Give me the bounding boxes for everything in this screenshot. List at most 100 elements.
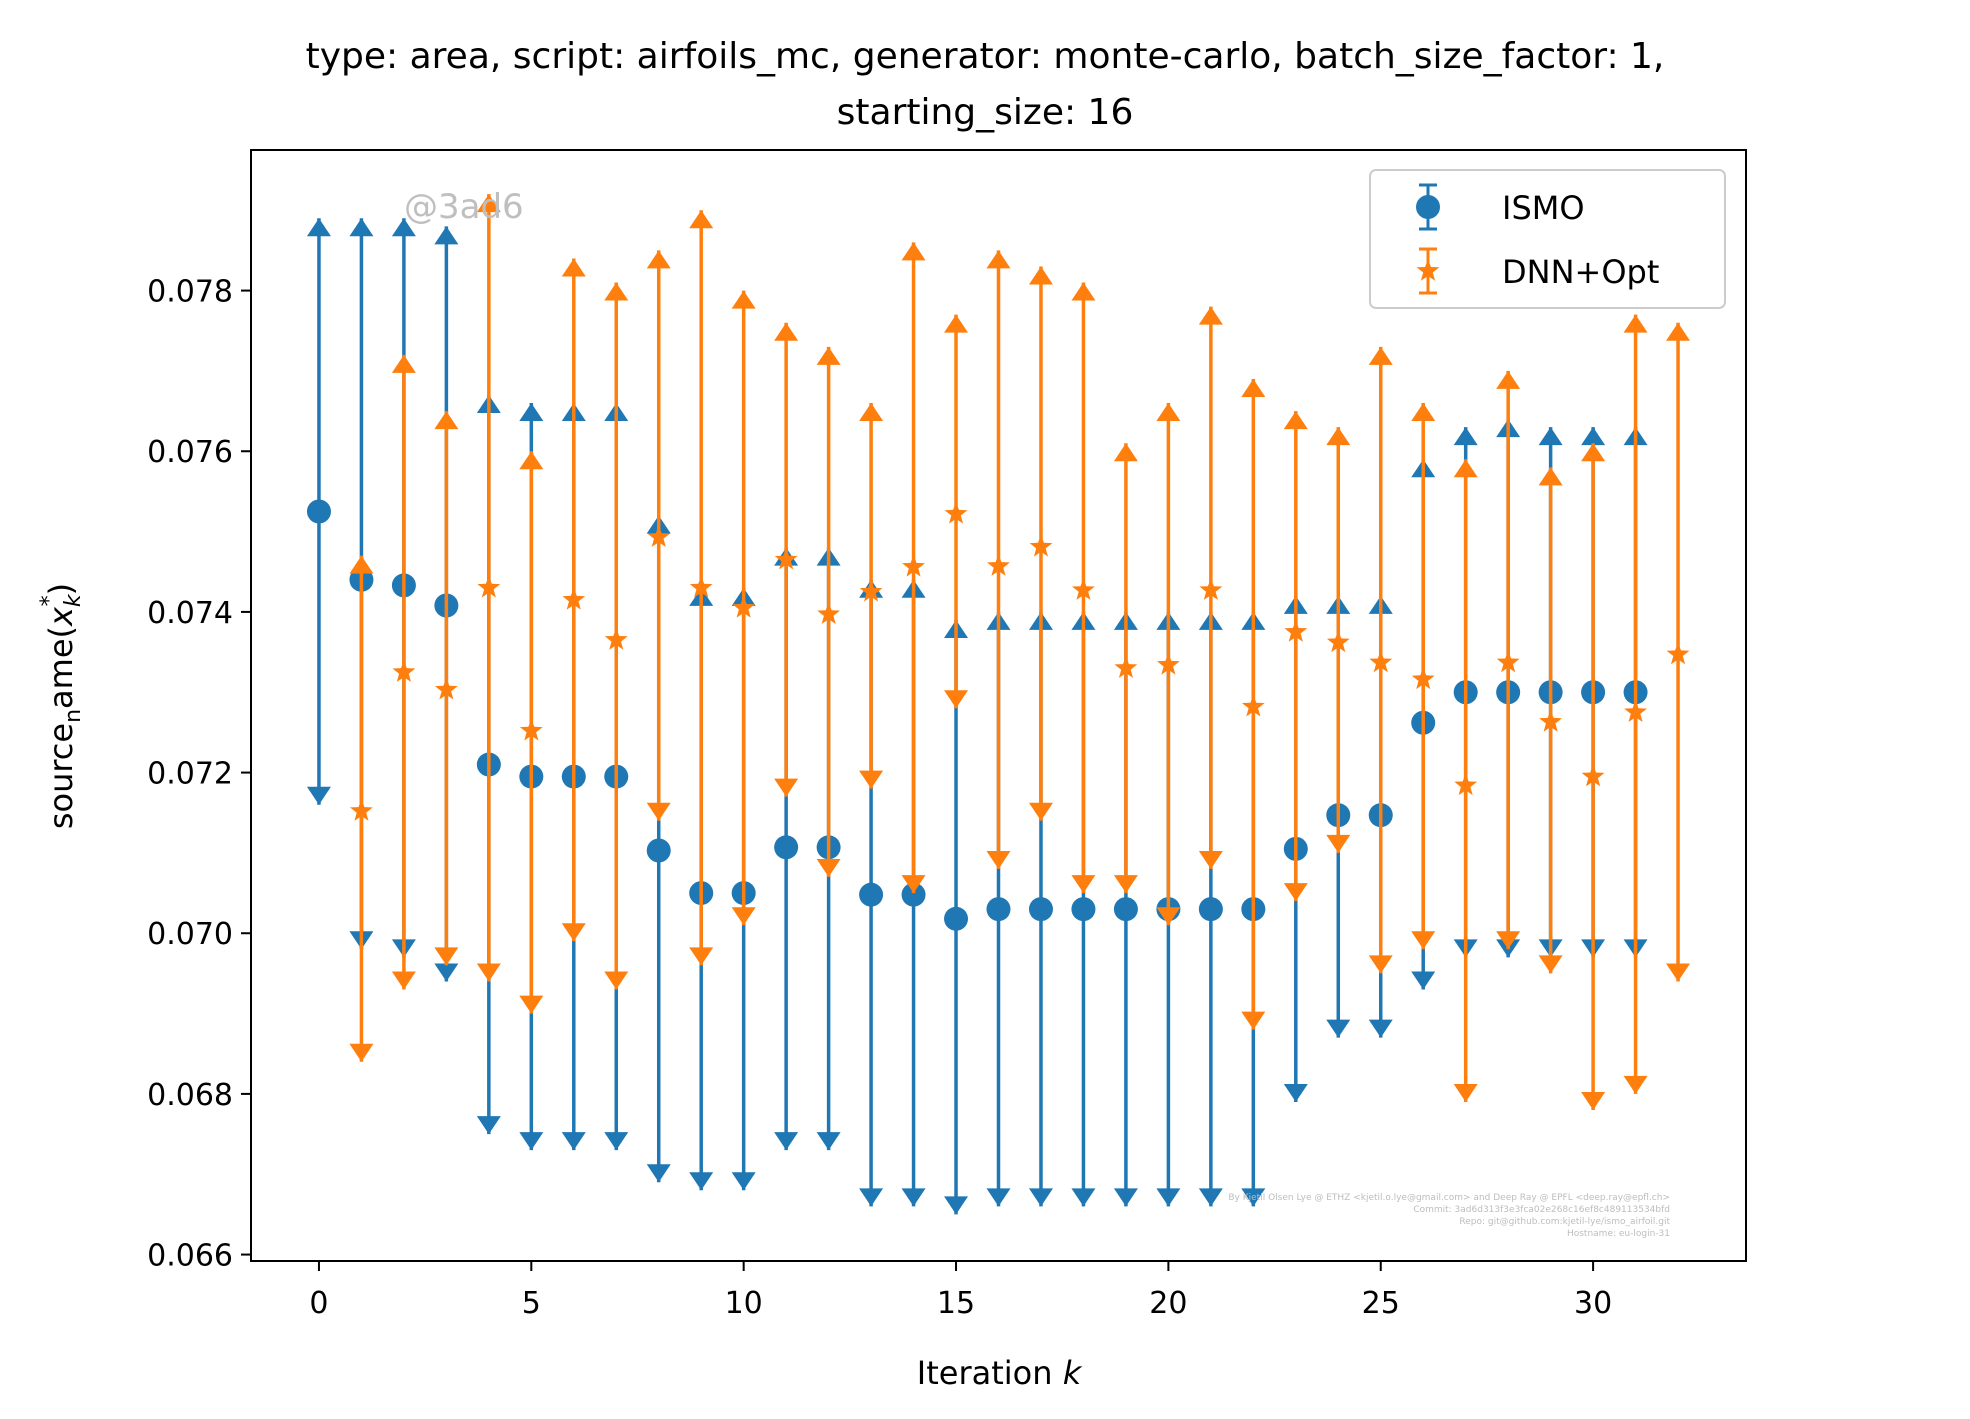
- y-tick-label: 0.074: [147, 596, 233, 631]
- lower-cap: [1198, 1188, 1223, 1207]
- lower-cap: [476, 1116, 501, 1135]
- data-point: [987, 554, 1010, 576]
- data-point: [1071, 897, 1096, 922]
- lower-cap: [1326, 834, 1351, 853]
- upper-cap: [1411, 403, 1436, 422]
- lower-cap: [944, 690, 969, 709]
- lower-cap: [689, 947, 714, 966]
- lower-cap: [731, 907, 756, 926]
- lower-cap: [561, 923, 586, 942]
- upper-cap: [349, 555, 374, 574]
- chart-title-line-1: type: area, script: airfoils_mc, generat…: [306, 36, 1665, 77]
- lower-cap: [1326, 1019, 1351, 1038]
- x-axis-ticks: 0 5 10 15 20 25 30: [309, 1261, 1612, 1321]
- lower-cap: [1283, 883, 1308, 902]
- upper-cap: [1198, 306, 1223, 325]
- upper-cap: [944, 314, 969, 333]
- lower-cap: [1368, 955, 1393, 974]
- data-point: [306, 499, 331, 524]
- data-point: [859, 882, 884, 907]
- legend-label-ismo: ISMO: [1502, 189, 1585, 227]
- lower-cap: [1411, 971, 1436, 990]
- y-tick-label: 0.070: [147, 917, 233, 952]
- upper-cap: [816, 346, 841, 365]
- upper-cap: [646, 250, 671, 269]
- lower-cap: [859, 1188, 884, 1207]
- legend-label-dnn-opt: DNN+Opt: [1502, 253, 1659, 291]
- data-point: [604, 628, 628, 650]
- lower-cap: [519, 1132, 544, 1151]
- upper-cap: [604, 282, 629, 301]
- upper-cap: [1581, 443, 1606, 462]
- lower-cap: [519, 995, 544, 1014]
- y-tick-label: 0.068: [147, 1078, 233, 1113]
- upper-cap: [1241, 378, 1266, 397]
- data-point: [1454, 773, 1478, 796]
- lower-cap: [901, 1188, 926, 1207]
- legend-symbol: [1416, 259, 1440, 281]
- data-point: [1284, 620, 1308, 642]
- x-axis-label: Iteration k: [917, 1354, 1083, 1392]
- lower-cap: [731, 1172, 756, 1191]
- upper-cap: [1326, 427, 1351, 446]
- lower-cap: [1113, 1188, 1138, 1207]
- lower-cap: [391, 971, 416, 990]
- upper-cap: [901, 242, 926, 261]
- upper-cap: [1666, 322, 1691, 341]
- upper-cap: [434, 411, 459, 430]
- data-point: [1624, 700, 1647, 722]
- lower-cap: [1028, 802, 1053, 821]
- data-point: [1072, 578, 1095, 600]
- lower-cap: [1623, 1075, 1648, 1094]
- footer-line: By Kjetil Olsen Lye @ ETHZ <kjetil.o.lye…: [1228, 1193, 1670, 1203]
- data-point: [435, 677, 458, 700]
- lower-cap: [1113, 875, 1138, 894]
- data-point: [1199, 578, 1223, 600]
- data-point: [1666, 642, 1690, 665]
- upper-cap: [689, 210, 714, 229]
- data-point: [901, 882, 926, 907]
- y-tick-label: 0.076: [147, 435, 233, 470]
- upper-cap: [1538, 427, 1563, 446]
- data-point: [1496, 650, 1520, 673]
- legend-marker-dnn-opt: [1416, 247, 1440, 295]
- lower-cap: [1156, 1188, 1181, 1207]
- lower-cap: [646, 1164, 671, 1183]
- x-tick-label: 25: [1362, 1286, 1400, 1321]
- lower-cap: [1666, 963, 1691, 982]
- data-point: [817, 602, 840, 624]
- lower-cap: [604, 971, 629, 990]
- data-point: [1157, 652, 1180, 675]
- data-point: [1029, 534, 1053, 557]
- upper-cap: [1283, 411, 1308, 430]
- lower-cap: [1241, 1188, 1266, 1207]
- upper-cap: [731, 290, 756, 309]
- data-point: [647, 525, 671, 547]
- data-point: [392, 660, 416, 682]
- data-point: [689, 575, 713, 598]
- footer-line: Repo: git@github.com:kjetil-lye/ismo_air…: [1459, 1217, 1670, 1227]
- lower-cap: [816, 859, 841, 878]
- y-tick-label: 0.072: [147, 757, 233, 792]
- lower-cap: [561, 1132, 586, 1151]
- upper-cap: [519, 451, 544, 470]
- data-point: [1198, 897, 1223, 922]
- chart-title-line-2: starting_size: 16: [837, 92, 1134, 133]
- upper-cap: [859, 403, 884, 422]
- lower-cap: [646, 802, 671, 821]
- upper-cap: [391, 218, 416, 237]
- data-point: [732, 595, 756, 618]
- lower-cap: [1581, 1091, 1606, 1110]
- data-point: [646, 838, 671, 863]
- lower-cap: [434, 947, 459, 966]
- footer-credits: By Kjetil Olsen Lye @ ETHZ <kjetil.o.lye…: [1228, 1193, 1670, 1239]
- upper-cap: [561, 258, 586, 277]
- lower-cap: [1368, 1019, 1393, 1038]
- data-point: [859, 579, 883, 602]
- upper-cap: [986, 250, 1011, 269]
- lower-cap: [1411, 931, 1436, 950]
- series-dnn-opt: [349, 194, 1691, 1110]
- lower-cap: [1241, 1011, 1266, 1030]
- upper-cap: [349, 218, 374, 237]
